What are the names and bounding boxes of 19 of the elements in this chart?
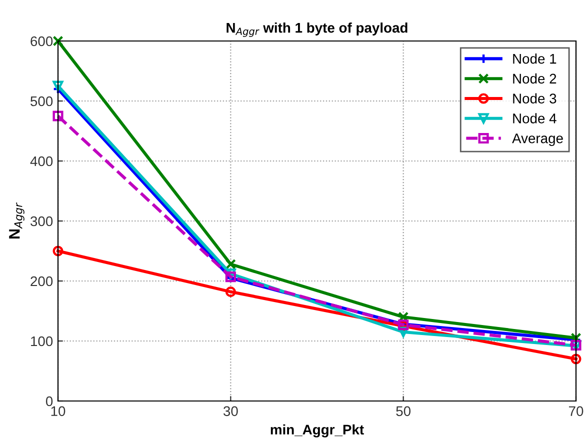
y-axis-title: N$_{Aggr}$ xyxy=(9,202,24,238)
x-axis-title: min_Aggr_Pkt xyxy=(270,424,364,438)
legend-label: Node 4 xyxy=(513,113,556,124)
y-tick-label: 100 xyxy=(31,336,53,346)
legend-label: Average xyxy=(512,134,563,146)
y-tick-label: 600 xyxy=(30,36,53,46)
x-tick-label: 10 xyxy=(51,406,66,416)
chart-title: N$_{Aggr}$ with 1 byte of payload xyxy=(226,22,408,37)
legend-label: Node 2 xyxy=(513,73,556,84)
x-tick-label: 70 xyxy=(568,406,584,416)
y-tick-label: 200 xyxy=(30,276,53,286)
x-tick-label: 30 xyxy=(223,406,238,416)
legend-label: Node 3 xyxy=(513,93,556,104)
x-tick-label: 50 xyxy=(396,406,411,416)
y-tick-label: 300 xyxy=(30,216,53,226)
legend-label: Node 1 xyxy=(513,54,556,64)
y-tick-label: 400 xyxy=(30,156,53,166)
y-tick-label: 500 xyxy=(30,96,53,106)
y-tick-label: 0 xyxy=(46,396,53,406)
